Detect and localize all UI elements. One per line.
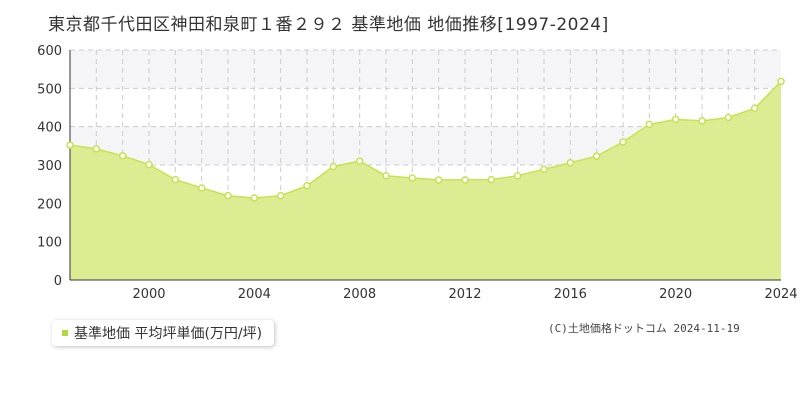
data-point — [197, 184, 206, 192]
y-tick-label: 0 — [54, 274, 62, 289]
data-point — [487, 175, 496, 184]
data-point — [750, 104, 759, 113]
y-tick-label: 200 — [37, 197, 62, 212]
data-point — [777, 77, 785, 86]
data-point — [434, 176, 443, 184]
area-fill — [70, 81, 781, 281]
y-tick-label: 300 — [37, 159, 62, 174]
data-point — [118, 152, 127, 160]
data-point — [566, 158, 575, 167]
data-point — [66, 141, 74, 149]
y-tick-label: 400 — [37, 121, 62, 136]
x-tick-label: 2016 — [554, 287, 587, 302]
data-point — [724, 113, 733, 122]
grid-band — [70, 50, 781, 89]
data-point — [250, 194, 259, 202]
data-point — [619, 138, 627, 146]
series-line — [69, 80, 782, 199]
legend: 基準地価 平均坪単価(万円/坪) — [52, 320, 275, 346]
data-point — [461, 176, 469, 184]
x-tick-label: 2024 — [764, 287, 797, 302]
legend-swatch — [62, 330, 68, 336]
data-point — [224, 191, 232, 200]
data-point — [513, 171, 522, 180]
x-tick-label: 2004 — [238, 287, 271, 302]
legend-label: 基準地価 平均坪単価(万円/坪) — [74, 326, 263, 342]
x-tick-label: 2000 — [132, 287, 165, 302]
data-point — [92, 145, 101, 153]
data-point — [303, 181, 311, 190]
y-tick-label: 600 — [37, 44, 62, 59]
data-point — [329, 162, 338, 171]
x-tick-label: 2012 — [448, 287, 481, 302]
data-point — [408, 174, 417, 182]
data-point — [645, 120, 654, 129]
data-point — [540, 165, 548, 173]
data-point — [382, 171, 390, 180]
data-point — [276, 191, 285, 200]
y-tick-label: 500 — [37, 82, 62, 97]
data-point — [145, 160, 153, 169]
data-point — [671, 115, 680, 124]
chart-title: 東京都千代田区神田和泉町１番２９２ 基準地価 地価推移[1997-2024] — [48, 15, 609, 35]
data-point — [592, 152, 601, 160]
data-point — [171, 175, 180, 184]
y-tick-label: 100 — [37, 236, 62, 251]
x-tick-label: 2008 — [343, 287, 376, 302]
data-point — [355, 157, 364, 165]
x-tick-label: 2020 — [659, 287, 692, 302]
copyright-text: (C)土地価格ドットコム 2024-11-19 — [548, 322, 740, 335]
data-point — [698, 117, 706, 125]
